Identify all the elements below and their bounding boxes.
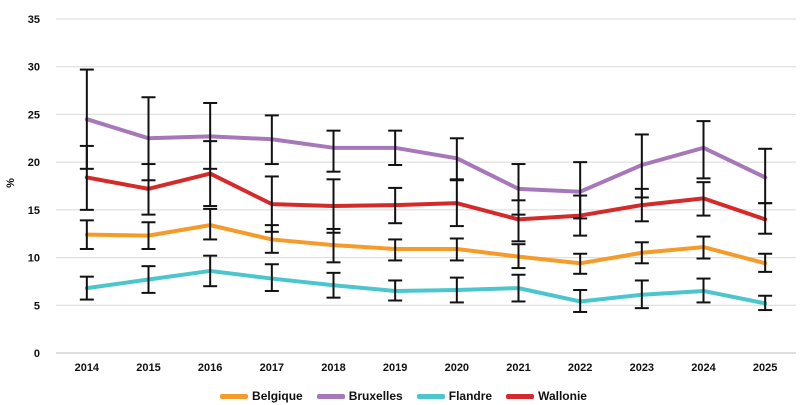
error-bar xyxy=(264,263,279,292)
error-bar xyxy=(449,178,464,228)
x-tick-label: 2023 xyxy=(630,362,654,374)
series-line-belgique xyxy=(84,223,768,266)
legend-swatch xyxy=(416,393,445,399)
y-tick-label: 10 xyxy=(28,253,40,265)
y-tick-label: 5 xyxy=(34,300,40,312)
error-bar xyxy=(573,289,588,313)
x-tick-label: 2016 xyxy=(198,362,222,374)
gridlines xyxy=(56,18,796,306)
y-tick-label: 0 xyxy=(34,348,40,360)
y-axis-ticks: 0 5 10 15 20 25 30 35 xyxy=(28,14,40,360)
y-tick-label: 20 xyxy=(28,157,40,169)
error-bar xyxy=(511,243,526,270)
error-bar xyxy=(388,279,403,302)
error-bar xyxy=(449,237,464,262)
legend-swatch xyxy=(506,393,535,399)
error-bar xyxy=(573,194,588,237)
legend-swatch xyxy=(316,393,345,399)
legend-item-wallonie: Wallonie xyxy=(506,389,587,403)
legend: Belgique Bruxelles Flandre Wallonie xyxy=(0,387,807,405)
series-line-wallonie xyxy=(84,171,768,222)
legend-label: Flandre xyxy=(448,389,493,403)
error-bar xyxy=(264,114,279,166)
error-bar xyxy=(141,221,156,250)
legend-item-bruxelles: Bruxelles xyxy=(316,389,403,403)
error-bar xyxy=(141,265,156,294)
error-bar xyxy=(388,129,403,167)
y-axis-label: % xyxy=(5,178,17,188)
error-bar xyxy=(511,273,526,303)
x-tick-label: 2018 xyxy=(321,362,345,374)
error-bar xyxy=(388,186,403,225)
x-tick-label: 2020 xyxy=(445,362,469,374)
error-bar xyxy=(573,252,588,275)
error-bar xyxy=(326,271,341,299)
legend-label: Belgique xyxy=(252,389,303,403)
error-bars xyxy=(79,68,773,313)
error-bar xyxy=(758,202,773,235)
error-bar xyxy=(758,294,773,312)
error-bar xyxy=(696,235,711,260)
x-tick-label: 2024 xyxy=(691,362,716,374)
y-tick-label: 15 xyxy=(28,205,40,217)
legend-swatch xyxy=(220,393,249,399)
x-tick-label: 2014 xyxy=(75,362,100,374)
error-bar xyxy=(326,129,341,173)
y-tick-label: 35 xyxy=(28,14,40,26)
x-tick-label: 2019 xyxy=(383,362,407,374)
x-axis-ticks: 2014 2015 2016 2017 2018 2019 2020 2021 2022 2023… xyxy=(75,362,778,374)
legend-item-flandre: Flandre xyxy=(416,389,493,403)
error-bar xyxy=(696,120,711,180)
error-bar xyxy=(264,175,279,233)
legend-item-belgique: Belgique xyxy=(220,389,303,403)
error-bar xyxy=(326,178,341,234)
error-bar xyxy=(79,275,94,301)
error-bar xyxy=(634,187,649,223)
x-tick-label: 2025 xyxy=(753,362,777,374)
y-tick-label: 30 xyxy=(28,62,40,74)
legend-label: Bruxelles xyxy=(348,389,403,403)
series-line-flandre xyxy=(84,268,768,306)
error-bar xyxy=(634,279,649,310)
error-bar xyxy=(696,181,711,217)
error-bar xyxy=(449,276,464,304)
error-bar xyxy=(141,163,156,216)
error-bar xyxy=(388,238,403,262)
y-tick-label: 25 xyxy=(28,109,40,121)
x-tick-label: 2022 xyxy=(568,362,592,374)
series-line-bruxelles xyxy=(84,117,768,194)
series-lines xyxy=(84,117,768,306)
x-tick-label: 2017 xyxy=(260,362,284,374)
error-bar xyxy=(79,144,94,211)
x-tick-label: 2021 xyxy=(506,362,530,374)
x-tick-label: 2015 xyxy=(136,362,160,374)
error-bar xyxy=(203,207,218,241)
error-bar xyxy=(696,277,711,304)
error-bar xyxy=(79,219,94,250)
error-bar xyxy=(203,254,218,288)
error-bar xyxy=(758,252,773,273)
legend-label: Wallonie xyxy=(538,389,587,403)
error-bar xyxy=(634,241,649,265)
error-bar xyxy=(511,199,526,243)
error-bar xyxy=(203,140,218,208)
